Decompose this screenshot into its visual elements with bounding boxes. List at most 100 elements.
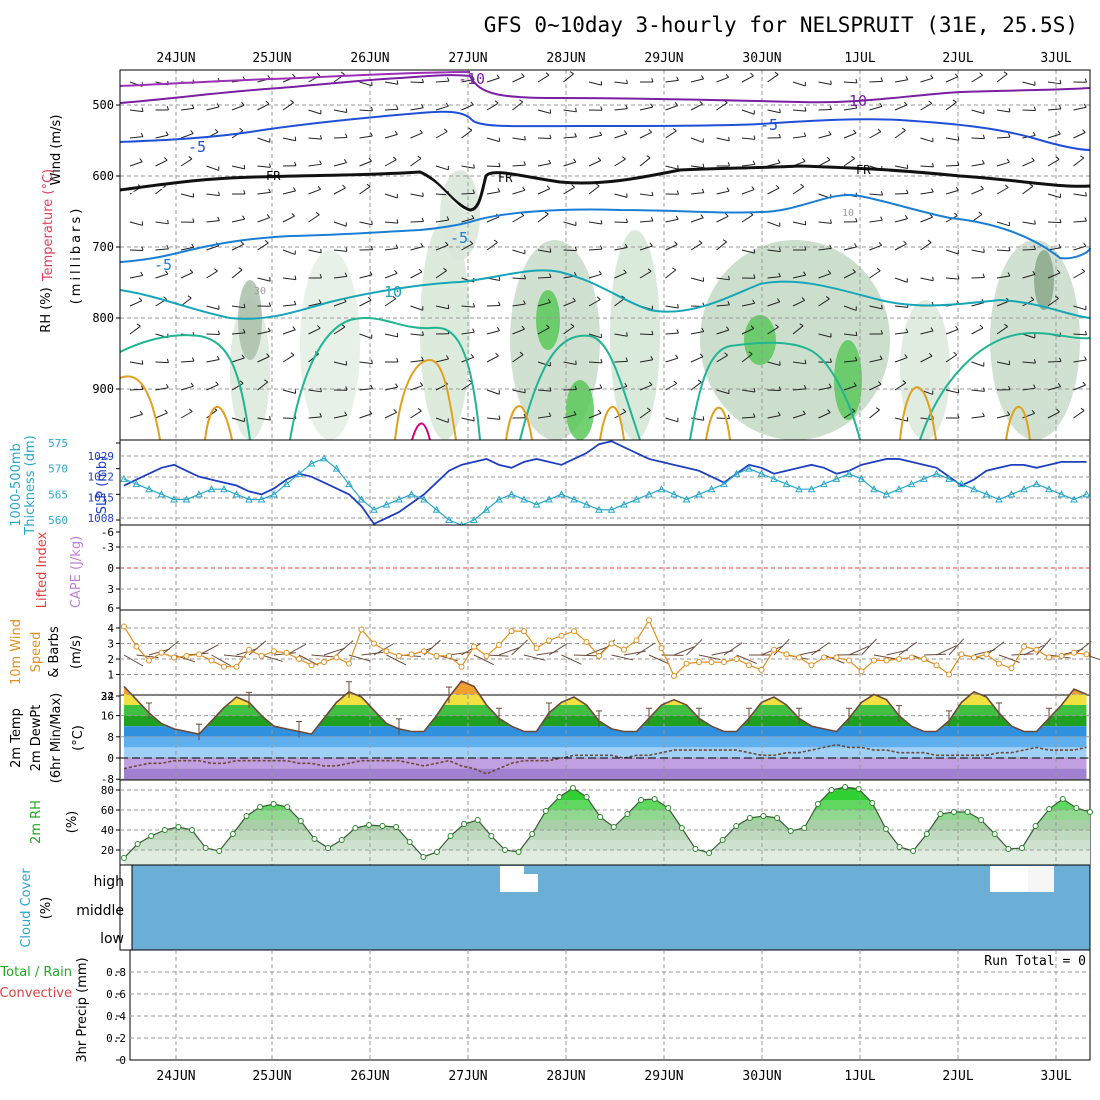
date-label-top: 24JUN xyxy=(156,51,195,66)
tick-label: 700 xyxy=(92,240,114,254)
rh-point xyxy=(216,848,223,854)
wind-barb-flag xyxy=(163,296,167,300)
wind-barb xyxy=(716,277,730,281)
wind-barb-flag xyxy=(855,78,858,84)
rh-point xyxy=(284,804,291,810)
wind-barb-flag xyxy=(292,326,296,331)
wind-barb xyxy=(180,193,194,198)
wind-barb-flag xyxy=(497,187,501,192)
wind-barb-flag xyxy=(266,353,270,357)
wind-barb xyxy=(435,358,449,363)
wind-barb xyxy=(333,249,347,252)
wind-barb-flag xyxy=(953,351,958,356)
label-rh: RH (%) xyxy=(39,287,54,332)
wind-barb-flag xyxy=(1008,385,1011,390)
wind-barb xyxy=(869,270,881,279)
wind-barb-flag xyxy=(421,356,424,361)
wind-barb-flag xyxy=(521,73,525,77)
wind-barb-flag xyxy=(777,411,781,416)
wind-barb-flag xyxy=(778,133,781,138)
wind-barb-flag xyxy=(317,185,322,190)
wind10-point xyxy=(921,656,927,662)
wind-barb-flag xyxy=(621,295,626,299)
wind-barb-flag xyxy=(473,303,475,308)
wind-barb xyxy=(461,356,474,363)
wind10-barb xyxy=(323,647,346,656)
wind-barb-flag xyxy=(752,299,756,304)
wind-barb xyxy=(384,386,398,391)
wind-barb xyxy=(741,302,755,307)
rh-core xyxy=(744,315,776,365)
wind-barb xyxy=(741,75,754,83)
rh-point xyxy=(325,845,332,851)
wind-barb-flag xyxy=(1008,108,1011,113)
wind-barb xyxy=(614,272,627,279)
tick-label: -6 xyxy=(101,526,114,539)
wind10-grid xyxy=(120,610,1090,695)
wind-barb xyxy=(155,221,169,225)
wind-barb xyxy=(869,131,882,139)
wind-barb xyxy=(333,109,347,113)
wind10-barb xyxy=(123,654,144,667)
cloud-panel: high middle low Cloud Cover (%) xyxy=(19,864,1091,951)
thickness-point xyxy=(607,505,616,513)
wind-barb xyxy=(563,161,577,167)
wind-barb xyxy=(537,389,551,392)
wind-barb xyxy=(257,242,269,251)
wind-barb-flag xyxy=(750,325,755,329)
wind-barb-flag xyxy=(955,325,959,330)
wind-barb xyxy=(716,417,730,420)
cloud-level-high: high xyxy=(93,874,124,890)
wind-barb xyxy=(512,164,526,167)
wind-barb xyxy=(818,273,831,279)
wind-barb-flag xyxy=(395,383,399,388)
wind-barb-flag xyxy=(345,133,348,138)
wind10-point xyxy=(933,662,940,669)
wind-barb xyxy=(639,220,653,223)
wind-barb xyxy=(665,105,678,111)
wind10-point xyxy=(233,663,240,670)
wind-barb-flag xyxy=(928,352,933,357)
wind-barb xyxy=(996,136,1011,139)
wind-barb-flag xyxy=(139,158,143,163)
wind-barb xyxy=(869,105,883,111)
temp-band xyxy=(124,726,1087,737)
wind-barb-flag xyxy=(1083,103,1087,108)
wind-barb-flag xyxy=(341,324,346,328)
rh-point xyxy=(746,815,753,821)
wind-barb-flag xyxy=(1058,243,1062,248)
wind-barbs-upper xyxy=(129,71,1087,423)
wind-barb-flag xyxy=(748,351,753,355)
wind10-point xyxy=(983,651,990,658)
wind-barb-flag xyxy=(982,273,985,278)
wind10-point xyxy=(283,649,290,656)
tick-label: 3 xyxy=(107,638,114,651)
tick-label: 2 xyxy=(107,653,114,666)
rh-core xyxy=(238,280,262,360)
upper-axis-labels: Wind (m/s) Temperature (°C) RH (%) (mill… xyxy=(39,115,84,333)
wind-barb xyxy=(537,415,551,419)
wind-barb xyxy=(384,411,397,419)
wind-barb xyxy=(588,387,602,391)
wind-barb xyxy=(359,333,372,339)
wind-barb xyxy=(410,333,424,336)
wind-barb xyxy=(996,161,1010,167)
label-minus5-b: -5 xyxy=(760,116,778,134)
wind-barb-flag xyxy=(265,100,270,105)
wind-barb xyxy=(690,78,704,83)
rh-point xyxy=(569,785,576,791)
wind-barb-flag xyxy=(980,185,984,190)
wind-barb xyxy=(1073,193,1087,197)
wind-barb-flag xyxy=(340,71,345,75)
wind-barb xyxy=(155,134,169,139)
rh-point xyxy=(134,841,141,847)
rh-grid xyxy=(120,780,1090,865)
temp-band xyxy=(124,736,1087,748)
wind-barb xyxy=(818,333,832,338)
wind-barb-flag xyxy=(675,215,679,220)
thickness-point xyxy=(445,515,453,523)
wind-barb-flag xyxy=(370,132,373,137)
wind10-barb xyxy=(873,654,896,660)
wind-barb-flag xyxy=(649,242,653,247)
thickness-point xyxy=(482,505,491,513)
